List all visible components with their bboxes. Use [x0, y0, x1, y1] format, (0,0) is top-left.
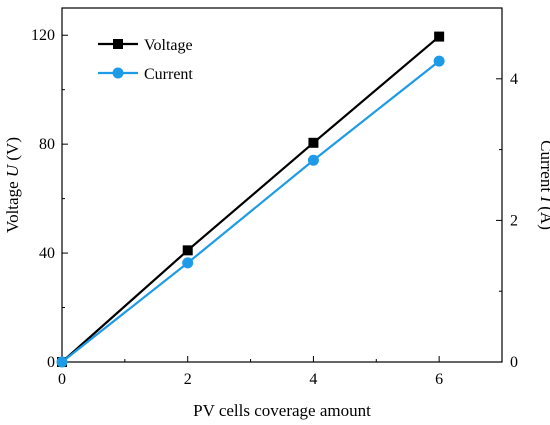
x-tick-label: 0: [58, 371, 66, 388]
y-left-tick-label: 120: [31, 27, 55, 44]
y-left-tick-label: 80: [39, 136, 55, 153]
y-right-tick-label: 2: [510, 212, 518, 229]
legend-label-voltage: Voltage: [144, 37, 193, 54]
y-axis-right-title-var: I: [537, 195, 550, 203]
legend: Voltage Current: [98, 37, 193, 83]
y-left-tick-label: 40: [39, 245, 55, 262]
series-line-voltage: [61, 35, 440, 363]
series-layer: [56, 31, 445, 368]
data-point-voltage: [182, 245, 193, 256]
data-point-current: [433, 55, 445, 67]
y-right-tick-label: 4: [510, 71, 518, 88]
y-left-tick-label: 0: [47, 354, 55, 371]
legend-marker-voltage: [113, 39, 123, 49]
data-point-voltage: [434, 31, 445, 42]
y-axis-left-title-prefix: Voltage: [3, 177, 22, 233]
y-axis-right-title: Current I (A): [537, 140, 550, 230]
x-tick-label: 4: [309, 371, 317, 388]
data-point-current: [56, 356, 68, 368]
plot-frame: [61, 7, 503, 363]
legend-label-current: Current: [144, 66, 193, 83]
y-axis-right: 0 2 4: [496, 71, 518, 371]
x-tick-label: 2: [184, 371, 192, 388]
y-axis-left-title-var: U: [3, 163, 22, 177]
y-axis-left-title-unit: (V): [3, 137, 22, 165]
y-axis-left-title: Voltage U (V): [3, 137, 22, 233]
x-tick-label: 6: [435, 371, 443, 388]
data-point-voltage: [308, 137, 319, 148]
legend-marker-current: [112, 67, 124, 79]
series-line-current: [61, 60, 440, 363]
y-axis-left: 0 40 80 120: [31, 27, 68, 371]
plot-border: [61, 7, 503, 363]
data-point-current: [182, 257, 194, 269]
y-right-tick-label: 0: [510, 354, 518, 371]
x-axis: 0 2 4 6: [58, 356, 443, 388]
x-axis-title: PV cells coverage amount: [193, 401, 371, 420]
data-point-current: [307, 154, 319, 166]
y-axis-right-title-unit: (A): [537, 202, 550, 230]
y-axis-right-title-prefix: Current: [537, 140, 550, 196]
